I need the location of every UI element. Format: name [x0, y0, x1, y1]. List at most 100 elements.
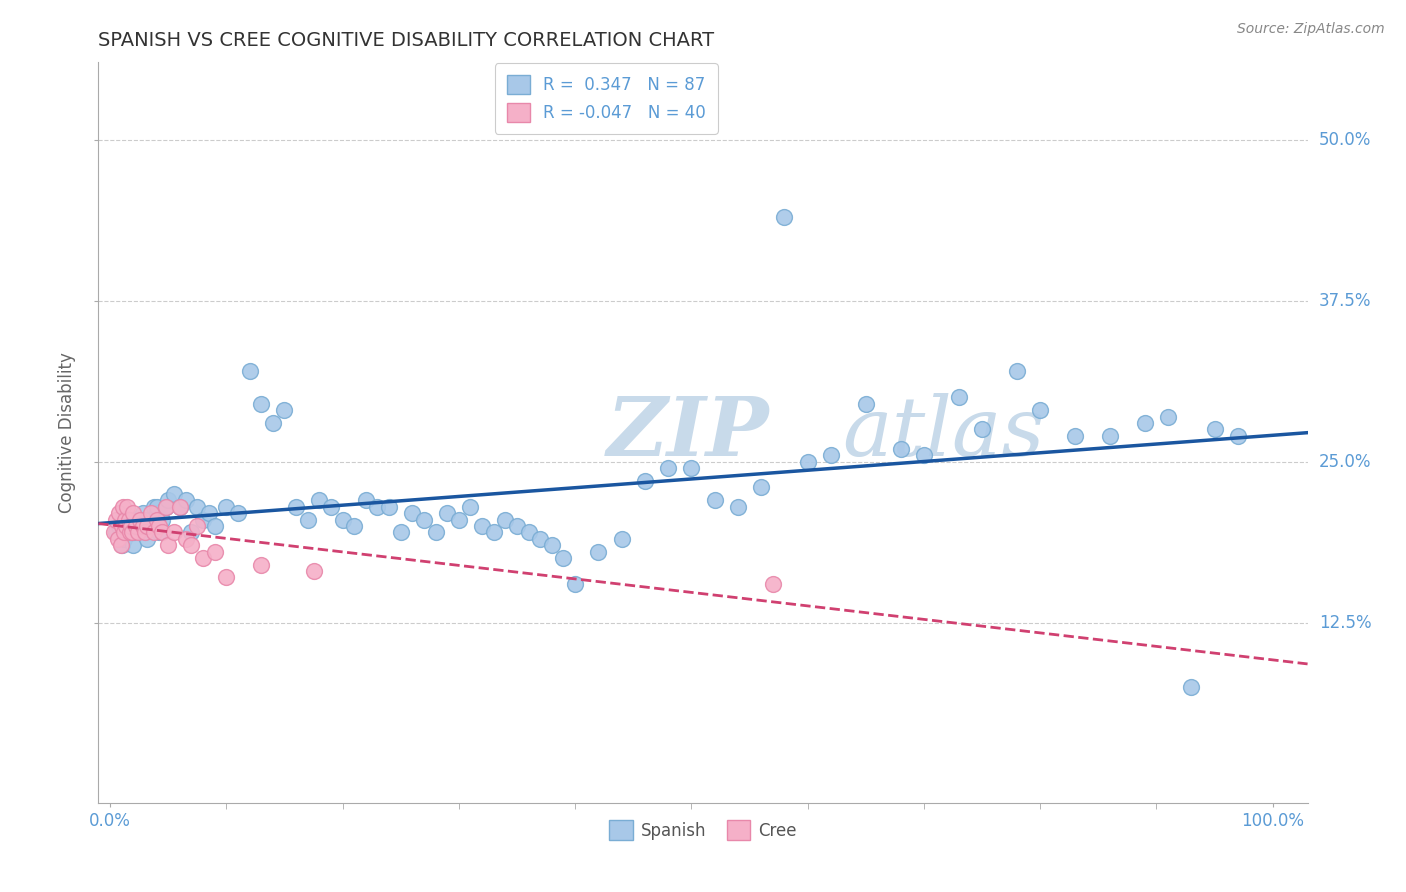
Point	[1029, 403, 1052, 417]
Point	[204, 519, 226, 533]
Point	[127, 525, 149, 540]
Point	[111, 512, 134, 526]
Point	[110, 538, 132, 552]
Point	[122, 525, 145, 540]
Point	[134, 525, 156, 540]
Point	[727, 500, 749, 514]
Point	[378, 500, 401, 514]
Point	[131, 506, 153, 520]
Text: ZIP: ZIP	[606, 392, 769, 473]
Point	[112, 525, 135, 540]
Point	[1064, 429, 1087, 443]
Point	[389, 525, 412, 540]
Point	[108, 506, 131, 520]
Text: 50.0%: 50.0%	[1319, 131, 1371, 149]
Point	[174, 493, 197, 508]
Point	[124, 519, 146, 533]
Point	[131, 519, 153, 533]
Point	[157, 538, 180, 552]
Point	[145, 500, 167, 514]
Point	[174, 532, 197, 546]
Point	[122, 506, 145, 520]
Point	[820, 448, 842, 462]
Point	[120, 519, 142, 533]
Point	[124, 512, 146, 526]
Point	[749, 480, 772, 494]
Point	[150, 512, 173, 526]
Point	[157, 493, 180, 508]
Point	[112, 532, 135, 546]
Point	[115, 519, 138, 533]
Point	[250, 558, 273, 572]
Point	[506, 519, 529, 533]
Point	[204, 545, 226, 559]
Point	[186, 500, 208, 514]
Point	[302, 564, 325, 578]
Point	[425, 525, 447, 540]
Point	[155, 500, 177, 514]
Point	[564, 577, 586, 591]
Point	[145, 512, 167, 526]
Point	[120, 519, 142, 533]
Point	[634, 474, 657, 488]
Point	[150, 525, 173, 540]
Point	[354, 493, 377, 508]
Point	[494, 512, 516, 526]
Text: SPANISH VS CREE COGNITIVE DISABILITY CORRELATION CHART: SPANISH VS CREE COGNITIVE DISABILITY COR…	[98, 30, 714, 50]
Point	[366, 500, 388, 514]
Point	[104, 525, 127, 540]
Point	[553, 551, 575, 566]
Point	[134, 512, 156, 526]
Point	[588, 545, 610, 559]
Point	[198, 506, 221, 520]
Point	[114, 512, 136, 526]
Point	[134, 525, 156, 540]
Point	[180, 525, 202, 540]
Point	[948, 390, 970, 404]
Point	[111, 500, 134, 514]
Point	[1226, 429, 1249, 443]
Point	[250, 397, 273, 411]
Point	[855, 397, 877, 411]
Point	[796, 454, 818, 468]
Point	[155, 500, 177, 514]
Point	[107, 532, 129, 546]
Point	[108, 519, 131, 533]
Point	[773, 210, 796, 224]
Text: 25.0%: 25.0%	[1319, 452, 1371, 471]
Point	[111, 519, 134, 533]
Point	[139, 506, 162, 520]
Point	[401, 506, 423, 520]
Point	[186, 519, 208, 533]
Point	[1098, 429, 1121, 443]
Point	[139, 519, 162, 533]
Point	[762, 577, 785, 591]
Point	[297, 512, 319, 526]
Point	[912, 448, 935, 462]
Point	[319, 500, 342, 514]
Point	[1133, 416, 1156, 430]
Point	[148, 525, 170, 540]
Point	[239, 364, 262, 378]
Point	[215, 500, 238, 514]
Point	[681, 461, 703, 475]
Point	[308, 493, 330, 508]
Point	[273, 403, 295, 417]
Text: Source: ZipAtlas.com: Source: ZipAtlas.com	[1237, 22, 1385, 37]
Point	[148, 519, 170, 533]
Point	[226, 506, 249, 520]
Point	[104, 512, 127, 526]
Point	[447, 512, 470, 526]
Point	[143, 500, 166, 514]
Point	[262, 416, 284, 430]
Point	[180, 538, 202, 552]
Point	[460, 500, 482, 514]
Point	[703, 493, 725, 508]
Point	[1157, 409, 1180, 424]
Point	[136, 532, 159, 546]
Point	[128, 519, 150, 533]
Point	[117, 500, 139, 514]
Point	[482, 525, 505, 540]
Point	[103, 525, 125, 540]
Text: 12.5%: 12.5%	[1319, 614, 1371, 632]
